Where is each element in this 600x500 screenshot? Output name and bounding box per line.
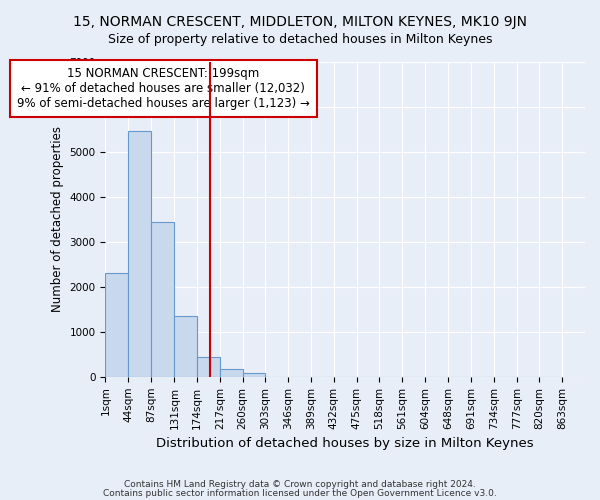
Bar: [151, 222, 175, 377]
Bar: [175, 316, 197, 377]
Bar: [197, 356, 220, 377]
X-axis label: Distribution of detached houses by size in Milton Keynes: Distribution of detached houses by size …: [157, 437, 534, 450]
Text: 15 NORMAN CRESCENT: 199sqm
← 91% of detached houses are smaller (12,032)
9% of s: 15 NORMAN CRESCENT: 199sqm ← 91% of deta…: [17, 67, 310, 110]
Bar: [128, 132, 151, 377]
Bar: [242, 374, 265, 377]
Text: Contains public sector information licensed under the Open Government Licence v3: Contains public sector information licen…: [103, 489, 497, 498]
Text: 15, NORMAN CRESCENT, MIDDLETON, MILTON KEYNES, MK10 9JN: 15, NORMAN CRESCENT, MIDDLETON, MILTON K…: [73, 15, 527, 29]
Bar: [106, 273, 128, 377]
Bar: [220, 369, 242, 377]
Y-axis label: Number of detached properties: Number of detached properties: [51, 126, 64, 312]
Text: Contains HM Land Registry data © Crown copyright and database right 2024.: Contains HM Land Registry data © Crown c…: [124, 480, 476, 489]
Text: Size of property relative to detached houses in Milton Keynes: Size of property relative to detached ho…: [108, 32, 492, 46]
